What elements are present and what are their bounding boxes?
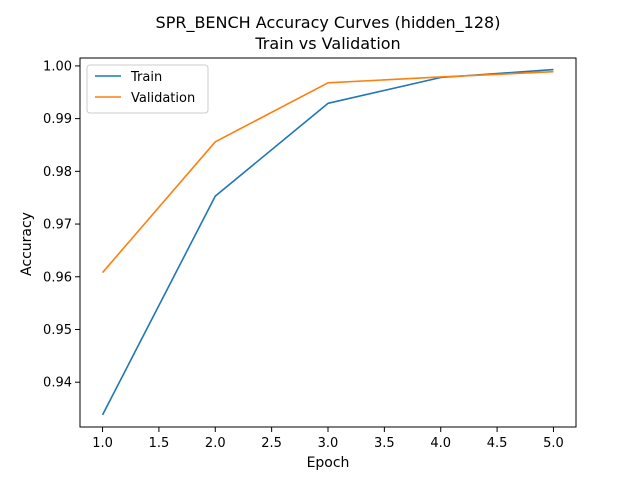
y-tick-label: 0.97 — [43, 218, 72, 233]
x-tick-label: 2.0 — [205, 436, 226, 451]
y-tick-label: 0.99 — [43, 112, 72, 127]
x-axis-label: Epoch — [307, 455, 350, 471]
series-line-train — [101, 68, 554, 416]
legend-label: Validation — [131, 91, 195, 106]
x-tick-label: 3.0 — [318, 436, 339, 451]
axis-ticks: 1.0 1.5 2.0 2.5 3.0 3.5 4.0 4.5 5.0 0.94 0.95 0.96 0… — [43, 59, 564, 451]
y-tick-label: 0.95 — [43, 323, 72, 338]
x-tick-label: 1.0 — [92, 436, 113, 451]
chart-title: SPR_BENCH Accuracy Curves (hidden_128) — [156, 13, 501, 33]
y-tick-label: 1.00 — [43, 59, 72, 74]
y-tick-label: 0.96 — [43, 270, 72, 285]
y-tick-label: 0.94 — [43, 376, 72, 391]
legend: Train Validation — [86, 64, 209, 114]
plot-frame — [79, 57, 577, 428]
x-tick-label: 4.0 — [430, 436, 451, 451]
legend-box — [86, 64, 209, 114]
x-tick-label: 3.5 — [374, 436, 395, 451]
series-lines — [101, 68, 554, 416]
legend-label: Train — [130, 70, 162, 85]
x-tick-label: 5.0 — [543, 436, 564, 451]
chart-subtitle: Train vs Validation — [254, 34, 400, 53]
series-line-validation — [101, 70, 554, 274]
x-tick-label: 1.5 — [149, 436, 170, 451]
y-axis-label: Accuracy — [19, 212, 35, 276]
y-tick-label: 0.98 — [43, 165, 72, 180]
x-tick-label: 4.5 — [487, 436, 508, 451]
x-tick-label: 2.5 — [261, 436, 282, 451]
